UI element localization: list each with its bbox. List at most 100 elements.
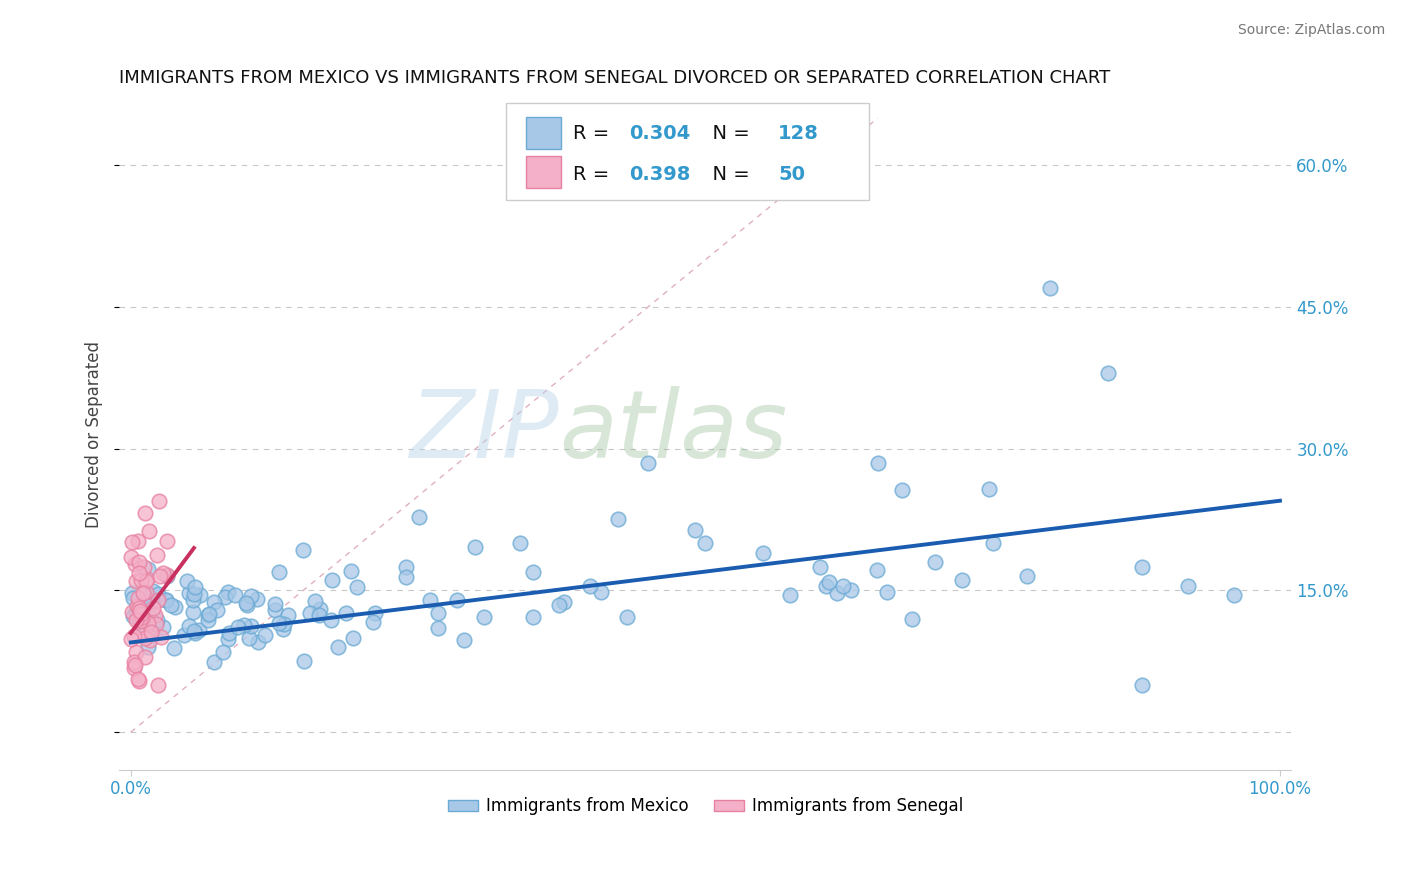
Point <box>1039 281 1062 295</box>
Point <box>128 566 150 580</box>
Point <box>127 533 149 548</box>
Point <box>235 596 257 610</box>
Point <box>183 586 205 600</box>
Point <box>239 619 262 633</box>
Point <box>129 607 152 622</box>
Point <box>139 624 162 639</box>
Point <box>148 587 170 601</box>
Point <box>121 586 143 600</box>
Point <box>979 483 1001 497</box>
Point <box>155 593 177 607</box>
Point <box>817 575 839 590</box>
Point <box>139 610 162 624</box>
Point <box>472 609 495 624</box>
Point <box>214 590 236 604</box>
Point <box>135 585 157 599</box>
Text: IMMIGRANTS FROM MEXICO VS IMMIGRANTS FROM SENEGAL DIVORCED OR SEPARATED CORRELAT: IMMIGRANTS FROM MEXICO VS IMMIGRANTS FRO… <box>120 69 1111 87</box>
Point <box>138 524 160 538</box>
Point <box>308 608 330 623</box>
Point <box>143 616 166 631</box>
Point <box>149 569 172 583</box>
Point <box>321 573 343 587</box>
Point <box>136 562 159 576</box>
Point <box>950 574 973 588</box>
Point <box>240 590 263 604</box>
Text: Source: ZipAtlas.com: Source: ZipAtlas.com <box>1237 23 1385 37</box>
Point <box>155 592 177 607</box>
Point <box>132 586 155 600</box>
Point <box>453 632 475 647</box>
Point <box>146 548 169 562</box>
Point <box>173 628 195 642</box>
Point <box>122 609 145 624</box>
Text: atlas: atlas <box>558 385 787 476</box>
Point <box>866 563 889 577</box>
Point <box>839 582 862 597</box>
Point <box>122 629 145 643</box>
Point <box>148 493 170 508</box>
Point <box>217 584 239 599</box>
Point <box>181 605 204 619</box>
Point <box>190 588 212 602</box>
Point <box>202 595 225 609</box>
Point <box>136 572 159 586</box>
Point <box>695 536 717 550</box>
Point <box>143 607 166 622</box>
Point <box>553 595 575 609</box>
Point <box>876 585 898 599</box>
Point <box>134 650 156 665</box>
Point <box>522 610 544 624</box>
Point <box>183 624 205 639</box>
Point <box>326 640 349 654</box>
Point <box>217 632 239 647</box>
Point <box>120 632 142 647</box>
Point <box>138 598 160 612</box>
Point <box>127 673 149 687</box>
Point <box>135 574 157 589</box>
Point <box>146 678 169 692</box>
Text: 0.304: 0.304 <box>628 124 690 143</box>
Point <box>607 512 630 526</box>
Point <box>342 632 364 646</box>
Point <box>717 182 740 196</box>
Point <box>145 613 167 627</box>
Point <box>426 621 449 635</box>
Point <box>138 590 160 604</box>
FancyBboxPatch shape <box>506 103 869 200</box>
Point <box>427 606 450 620</box>
Point <box>184 580 207 594</box>
Point <box>1130 559 1153 574</box>
Point <box>156 569 179 583</box>
Point <box>395 570 418 584</box>
Point <box>148 593 170 607</box>
Point <box>827 586 849 600</box>
Point <box>218 626 240 640</box>
Point <box>205 602 228 616</box>
Point <box>408 509 430 524</box>
Text: N =: N = <box>700 165 755 184</box>
Point <box>142 601 165 615</box>
Point <box>579 579 602 593</box>
Point <box>132 605 155 619</box>
Point <box>273 622 295 636</box>
Point <box>139 632 162 647</box>
Point <box>212 644 235 658</box>
Point <box>152 620 174 634</box>
Text: R =: R = <box>572 165 616 184</box>
Point <box>165 599 187 614</box>
Point <box>304 594 326 608</box>
Point <box>779 588 801 602</box>
Point <box>124 558 146 572</box>
Point <box>176 574 198 589</box>
Point <box>129 607 152 622</box>
Point <box>683 523 706 537</box>
Point <box>136 640 159 654</box>
Point <box>163 641 186 656</box>
Point <box>197 607 219 622</box>
Point <box>832 579 855 593</box>
Point <box>815 579 838 593</box>
Point <box>129 573 152 587</box>
Point <box>129 617 152 632</box>
Point <box>197 613 219 627</box>
Text: 128: 128 <box>778 124 818 143</box>
